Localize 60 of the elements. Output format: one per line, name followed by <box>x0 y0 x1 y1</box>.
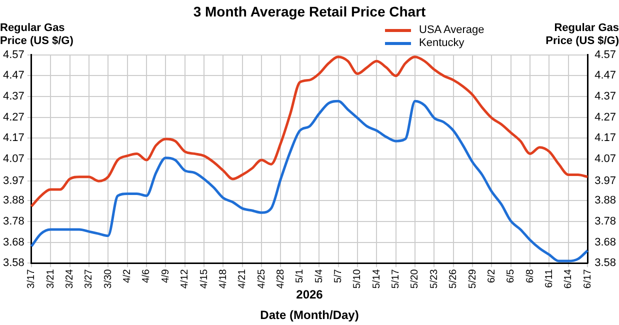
x-tick-label: 5/10 <box>352 268 364 289</box>
x-tick-label: 3/30 <box>102 268 114 289</box>
y-tick-label: 4.37 <box>2 90 24 102</box>
x-tick-label: 3/24 <box>64 268 76 289</box>
x-tick-label: 6/17 <box>582 268 594 289</box>
y-tick-label: 3.58 <box>2 257 24 270</box>
x-tick-label: 3/17 <box>26 268 38 289</box>
y-tick-label: 3.97 <box>2 175 24 188</box>
y-tick-label: 3.68 <box>2 236 24 248</box>
y-tick-label: 4.17 <box>2 132 24 144</box>
y-tick-label: 3.88 <box>2 194 24 207</box>
y-axis-title: Regular Gas Price (US $/G) <box>0 22 74 48</box>
y2-tick-label: 4.27 <box>594 111 616 124</box>
y2-tick-label: 3.68 <box>594 236 616 248</box>
x-tick-label: 4/28 <box>275 268 286 289</box>
x-tick-label: 4/12 <box>180 268 191 289</box>
x-tick-label: 5/29 <box>467 268 478 289</box>
legend-label: USA Average <box>419 24 484 37</box>
text: 2026 <box>296 287 324 302</box>
y2-tick-label: 3.88 <box>594 194 616 207</box>
x-tick-label: 6/8 <box>524 268 536 284</box>
x-tick-label: 3/21 <box>45 268 56 289</box>
x-tick-label: 4/9 <box>160 268 172 284</box>
x-tick-label: 5/17 <box>390 268 402 289</box>
x-tick-label: 6/5 <box>506 268 517 284</box>
x-tick-label: 5/4 <box>314 268 325 284</box>
y-tick-label: 4.57 <box>2 48 24 61</box>
y2-tick-label: 4.57 <box>594 48 616 61</box>
x-tick-label: 6/2 <box>486 268 498 284</box>
line-series <box>30 56 589 208</box>
y2-tick-label: 4.47 <box>594 70 616 82</box>
x-tick-label: 4/18 <box>218 268 229 289</box>
y-tick-label: 3.78 <box>2 216 24 228</box>
x-tick-label: 4/21 <box>237 268 248 289</box>
y-tick-label: 4.47 <box>2 70 24 82</box>
y-tick-label: 4.07 <box>2 153 24 165</box>
x-tick-label: 6/14 <box>563 268 574 289</box>
legend-label: Kentucky <box>419 37 464 50</box>
x-axis-title: Date (Month/Day) <box>260 308 359 322</box>
x-tick-label: 4/6 <box>141 268 152 284</box>
y-tick-label: 4.27 <box>2 111 24 124</box>
x-tick-label: 4/15 <box>198 268 210 289</box>
chart-title: 3 Month Average Retail Price Chart <box>193 3 426 20</box>
x-tick-label: 5/23 <box>428 268 440 289</box>
x-tick-label: 4/25 <box>256 268 268 289</box>
y2-tick-label: 3.97 <box>594 175 616 188</box>
y2-tick-label: 3.78 <box>594 216 616 228</box>
x-tick-label: 4/2 <box>122 268 134 284</box>
x-tick-label: 6/11 <box>544 268 555 288</box>
x-tick-label: 5/1 <box>294 268 306 284</box>
x-tick-label: 5/26 <box>448 268 460 289</box>
x-tick-label: 3/27 <box>84 268 95 289</box>
y2-tick-label: 4.07 <box>594 153 616 165</box>
x-tick-label: 5/7 <box>333 268 344 284</box>
y2-tick-label: 3.58 <box>594 257 616 270</box>
y2-tick-label: 4.17 <box>594 132 616 144</box>
y2-axis-title: Regular Gas Price (US $/G) <box>544 22 619 48</box>
x-tick-label: 5/14 <box>371 268 382 289</box>
y2-tick-label: 4.37 <box>594 90 616 102</box>
x-tick-label: 5/20 <box>410 268 421 289</box>
